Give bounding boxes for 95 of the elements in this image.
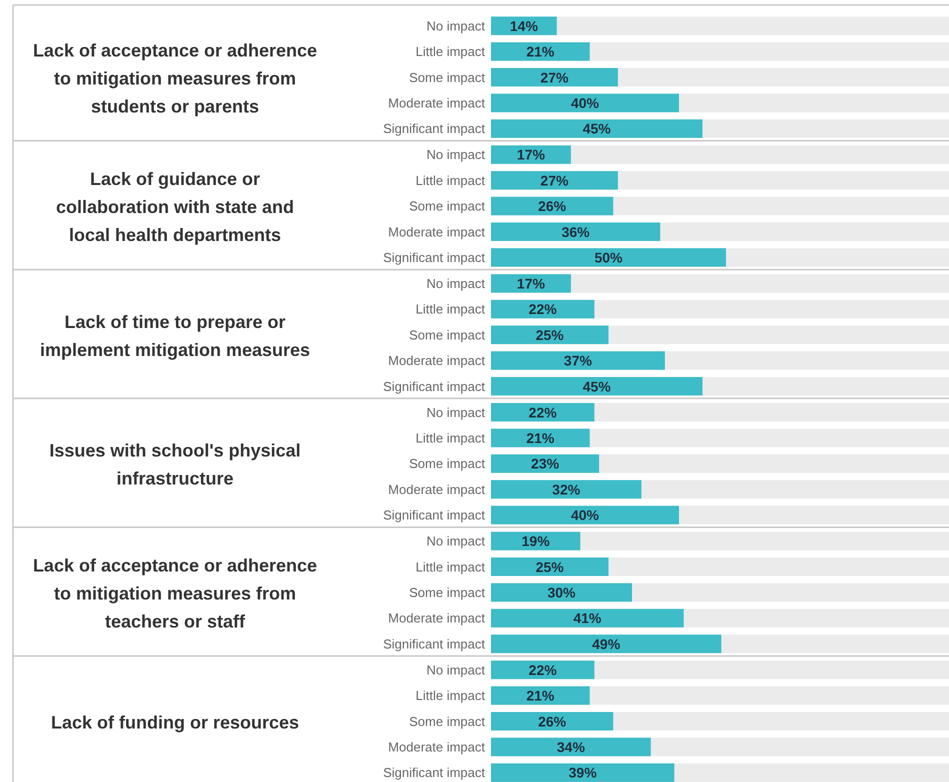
y-tick-label: Some impact [409, 456, 486, 472]
data-label: 27% [540, 69, 570, 86]
y-tick-label: Little impact [416, 688, 486, 704]
bar [491, 300, 594, 318]
text: Lack of guidance or collaboration with state and local health departments [56, 169, 294, 246]
bar [491, 68, 618, 86]
y-tick-label: Little impact [416, 172, 486, 188]
y-tick-label: Some impact [409, 714, 486, 729]
data-label: 32% [552, 481, 581, 498]
bar [491, 686, 590, 705]
data-label: 21% [526, 688, 555, 704]
data-label: 26% [538, 198, 567, 214]
bar [491, 558, 608, 576]
bar [491, 326, 608, 344]
y-tick-label: Some impact [409, 327, 486, 342]
y-tick-label: Little impact [416, 302, 486, 317]
data-label: 34% [556, 738, 586, 755]
text: Lack of time to prepare or implement mitigation measures [40, 312, 310, 360]
bar [491, 403, 594, 422]
y-tick-label: Little impact [416, 559, 486, 574]
data-label: 22% [528, 301, 558, 318]
y-tick-label: Little impact [416, 430, 486, 446]
bar [491, 454, 600, 473]
data-label: 39% [568, 764, 598, 781]
bar [491, 634, 722, 654]
bar [491, 428, 590, 448]
bar [491, 608, 684, 628]
bar [491, 171, 618, 190]
y-tick-label: Moderate impact [388, 353, 486, 368]
bar [491, 351, 665, 370]
bar [491, 196, 614, 216]
data-label: 49% [592, 636, 621, 652]
bar [491, 94, 679, 112]
y-tick-label: Significant impact [383, 250, 486, 265]
y-tick-label: No impact [426, 662, 486, 678]
data-label: 41% [573, 610, 602, 626]
data-label: 22% [528, 662, 558, 678]
data-label: 19% [522, 533, 550, 550]
data-label: 23% [531, 456, 560, 472]
bar [491, 712, 614, 730]
data-label: 25% [536, 326, 564, 343]
y-tick-label: No impact [426, 18, 486, 34]
bar [491, 119, 702, 138]
bar [491, 248, 726, 267]
y-tick-label: Moderate impact [388, 96, 486, 110]
bar [491, 480, 642, 499]
y-tick-label: Significant impact [383, 121, 486, 136]
y-tick-label: Moderate impact [388, 740, 486, 754]
bar [491, 274, 571, 293]
y-tick-label: Some impact [409, 70, 486, 85]
bar [491, 145, 571, 164]
data-label: 40% [570, 507, 600, 524]
y-tick-label: Significant impact [383, 765, 486, 780]
data-label: 21% [526, 430, 555, 446]
bar [491, 763, 674, 782]
text: Lack of acceptance or adherence to mitigation measures from teachers or staff [32, 555, 318, 632]
y-tick-label: Little impact [416, 44, 486, 60]
y-tick-label: Significant impact [383, 378, 486, 394]
y-tick-label: Moderate impact [388, 610, 486, 626]
data-label: 45% [582, 378, 612, 394]
data-label: 27% [540, 172, 570, 188]
data-label: 21% [526, 44, 555, 60]
bar [491, 583, 632, 602]
y-tick-label: Some impact [409, 198, 486, 214]
data-label: 50% [594, 249, 624, 266]
y-tick-label: No impact [426, 276, 486, 291]
text: Lack of acceptance or adherence to mitigation measures from students or parents [32, 40, 318, 116]
data-label: 26% [538, 713, 567, 730]
bar [491, 222, 660, 241]
bar [491, 42, 590, 61]
y-tick-label: Moderate impact [388, 224, 486, 240]
y-tick-label: Significant impact [383, 508, 486, 523]
bar [491, 506, 679, 524]
y-tick-label: Moderate impact [388, 482, 486, 497]
data-label: 30% [547, 584, 576, 600]
y-tick-label: No impact [426, 147, 486, 162]
text: Lack of funding or resources [50, 712, 300, 732]
data-label: 40% [570, 94, 600, 111]
y-tick-label: Some impact [409, 585, 486, 600]
data-label: 37% [564, 352, 593, 369]
data-label: 14% [510, 18, 538, 34]
bar [491, 532, 580, 550]
data-label: 25% [536, 558, 564, 575]
data-label: 17% [516, 275, 546, 292]
bar [491, 738, 651, 756]
text: Issues with school's physical infrastructure [49, 440, 301, 489]
data-label: 22% [528, 404, 558, 420]
bar [491, 660, 594, 680]
y-tick-label: Significant impact [383, 636, 486, 652]
y-tick-label: No impact [426, 534, 486, 549]
bar [491, 377, 702, 396]
y-tick-label: No impact [426, 404, 486, 420]
data-label: 36% [562, 224, 590, 240]
data-label: 45% [582, 120, 612, 137]
data-label: 17% [516, 146, 546, 163]
